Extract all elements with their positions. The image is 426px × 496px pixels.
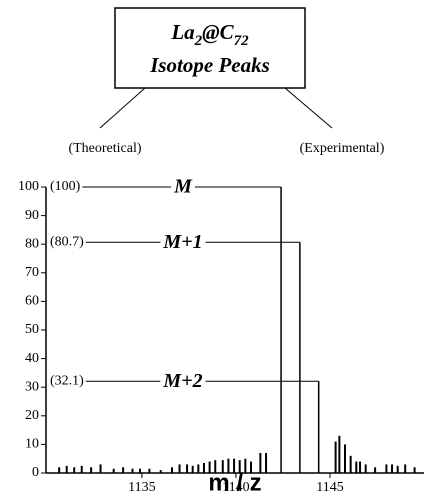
title-part: @C [202,20,234,44]
y-tick-label: 0 [32,465,39,480]
y-tick-label: 10 [25,437,39,452]
chart-title: La2@C72 [170,20,249,50]
chart-subtitle: Isotope Peaks [149,53,270,77]
right-label: (Experimental) [300,141,385,156]
x-tick-label: 1140 [222,480,249,495]
x-axis-label: m / z [208,469,261,496]
value-label: (80.7) [50,234,84,249]
annotation: M+2 [162,370,202,392]
y-tick-label: 30 [25,379,39,394]
y-tick-label: 40 [25,351,39,366]
y-tick-label: 50 [25,322,39,337]
y-tick-label: 70 [25,265,39,280]
annotation: M [173,176,193,198]
title-box [114,7,306,89]
left-label: (Theoretical) [68,141,141,156]
title-part: 2 [194,33,203,49]
connector [284,87,333,129]
value-label: (100) [50,179,81,194]
connector [99,87,146,129]
y-tick-label: 20 [25,408,39,423]
y-tick-label: 80 [25,236,39,251]
title-part: La [170,20,194,44]
x-tick-label: 1135 [128,480,155,495]
y-tick-label: 100 [18,179,39,194]
annotation: M+1 [162,231,202,253]
y-tick-label: 90 [25,208,39,223]
title-part: 72 [234,33,250,49]
x-tick-label: 1145 [316,480,343,495]
y-tick-label: 60 [25,294,39,309]
value-label: (32.1) [50,373,84,388]
